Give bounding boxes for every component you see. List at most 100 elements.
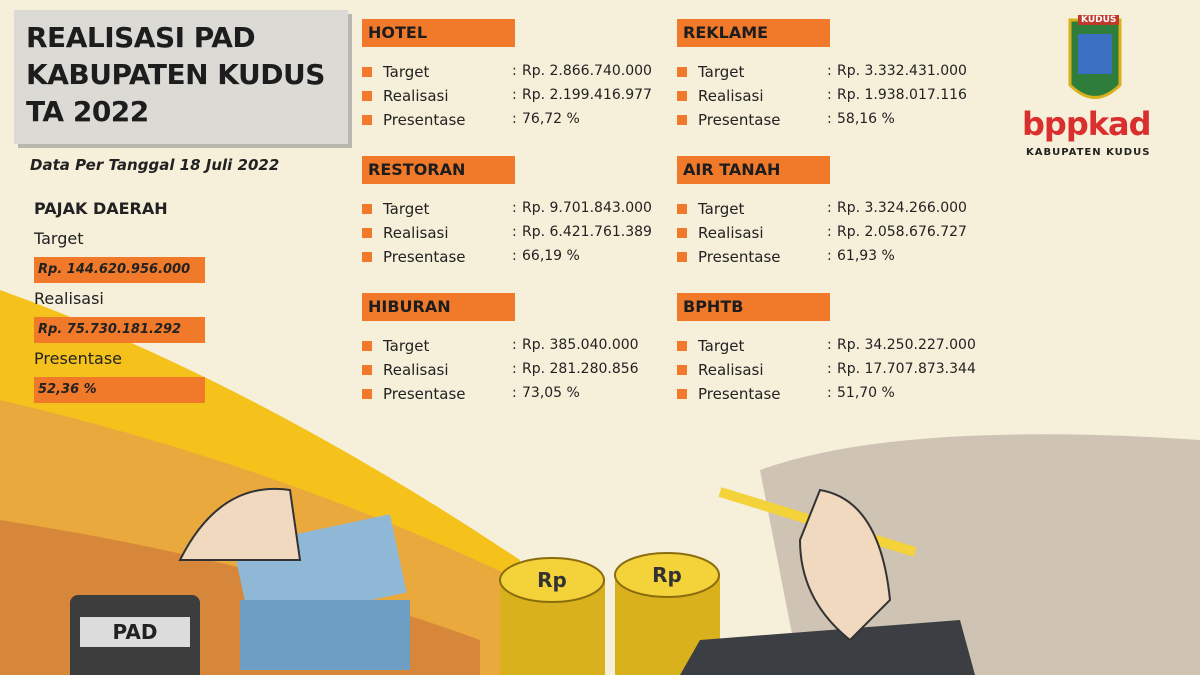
row-value: Rp. 385.040.000: [522, 337, 639, 353]
bullet: [677, 365, 687, 375]
calculator-screen: [80, 617, 190, 647]
row-value: Rp. 2.199.416.977: [522, 87, 652, 103]
bullet: [677, 228, 687, 238]
bullet: [677, 115, 687, 125]
bullet: [362, 252, 372, 262]
bullet: [677, 204, 687, 214]
bullet: [362, 67, 372, 77]
bullet: [677, 67, 687, 77]
separator: :: [827, 200, 832, 216]
bullet: [362, 228, 372, 238]
summary-heading: PAJAK DAERAH: [34, 199, 168, 218]
row-label: Target: [383, 200, 430, 218]
separator: :: [512, 63, 517, 79]
row-label: Presentase: [698, 385, 781, 403]
hand: [798, 488, 892, 642]
title-line: REALISASI PAD: [26, 21, 256, 54]
separator: :: [512, 87, 517, 103]
bullet: [362, 389, 372, 399]
coin-label: Rp: [537, 568, 567, 592]
section-heading: RESTORAN: [362, 156, 515, 184]
section-heading: REKLAME: [677, 19, 830, 47]
separator: :: [512, 224, 517, 240]
row-label: Presentase: [698, 111, 781, 129]
bullet: [362, 204, 372, 214]
row-label: Realisasi: [698, 224, 764, 242]
date: Data Per Tanggal 18 Juli 2022: [30, 156, 280, 174]
row-value: 58,16 %: [837, 111, 895, 127]
separator: :: [827, 224, 832, 240]
row-value: Rp. 17.707.873.344: [837, 361, 976, 377]
separator: :: [827, 111, 832, 127]
row-value: Rp. 2.866.740.000: [522, 63, 652, 79]
row-value: Rp. 2.058.676.727: [837, 224, 967, 240]
row-label: Presentase: [698, 248, 781, 266]
separator: :: [512, 248, 517, 264]
separator: :: [827, 63, 832, 79]
separator: :: [827, 87, 832, 103]
row-value: 51,70 %: [837, 385, 895, 401]
row-label: Target: [698, 63, 745, 81]
coins: Rp Rp: [499, 552, 720, 675]
section-heading: HIBURAN: [362, 293, 515, 321]
separator: :: [512, 337, 517, 353]
row-label: Target: [383, 337, 430, 355]
summary-label: Target: [34, 229, 84, 248]
separator: :: [512, 200, 517, 216]
row-value: Rp. 9.701.843.000: [522, 200, 652, 216]
row-value: 76,72 %: [522, 111, 580, 127]
row-value: 73,05 %: [522, 385, 580, 401]
row-label: Presentase: [383, 248, 466, 266]
bullet: [677, 389, 687, 399]
separator: :: [827, 248, 832, 264]
hand: [178, 487, 302, 561]
separator: :: [512, 385, 517, 401]
separator: :: [512, 111, 517, 127]
summary-label: Realisasi: [34, 289, 104, 308]
bullet: [362, 115, 372, 125]
row-value: Rp. 34.250.227.000: [837, 337, 976, 353]
bullet: [677, 341, 687, 351]
logo-caption: KABUPATEN KUDUS: [1026, 147, 1151, 158]
brand: bppkad: [1022, 105, 1151, 143]
separator: :: [512, 361, 517, 377]
row-value: Rp. 3.332.431.000: [837, 63, 967, 79]
separator: :: [827, 337, 832, 353]
keyboard: [680, 620, 975, 675]
title-line: TA 2022: [26, 95, 149, 128]
row-label: Realisasi: [698, 361, 764, 379]
shield-text: KUDUS: [1078, 15, 1120, 25]
coin-label: Rp: [652, 563, 682, 587]
section-heading: HOTEL: [362, 19, 515, 47]
row-label: Realisasi: [383, 361, 449, 379]
coin: [614, 552, 720, 598]
row-label: Presentase: [383, 111, 466, 129]
bullet: [362, 91, 372, 101]
bullet: [677, 252, 687, 262]
row-value: Rp. 3.324.266.000: [837, 200, 967, 216]
row-value: 66,19 %: [522, 248, 580, 264]
section-heading: AIR TANAH: [677, 156, 830, 184]
bullet: [677, 91, 687, 101]
summary-value: 52,36 %: [34, 377, 205, 403]
coin: [499, 557, 605, 603]
row-value: Rp. 1.938.017.116: [837, 87, 967, 103]
separator: :: [827, 385, 832, 401]
banknotes: [240, 600, 410, 670]
summary-value: Rp. 75.730.181.292: [34, 317, 205, 343]
title-line: KABUPATEN KUDUS: [26, 58, 325, 91]
row-label: Target: [383, 63, 430, 81]
row-value: 61,93 %: [837, 248, 895, 264]
row-label: Presentase: [383, 385, 466, 403]
row-value: Rp. 281.280.856: [522, 361, 639, 377]
title-box: [14, 10, 348, 144]
shield-inner: [1078, 34, 1112, 74]
row-label: Realisasi: [698, 87, 764, 105]
row-label: Target: [698, 200, 745, 218]
bullet: [362, 365, 372, 375]
row-value: Rp. 6.421.761.389: [522, 224, 652, 240]
row-label: Target: [698, 337, 745, 355]
separator: :: [827, 361, 832, 377]
